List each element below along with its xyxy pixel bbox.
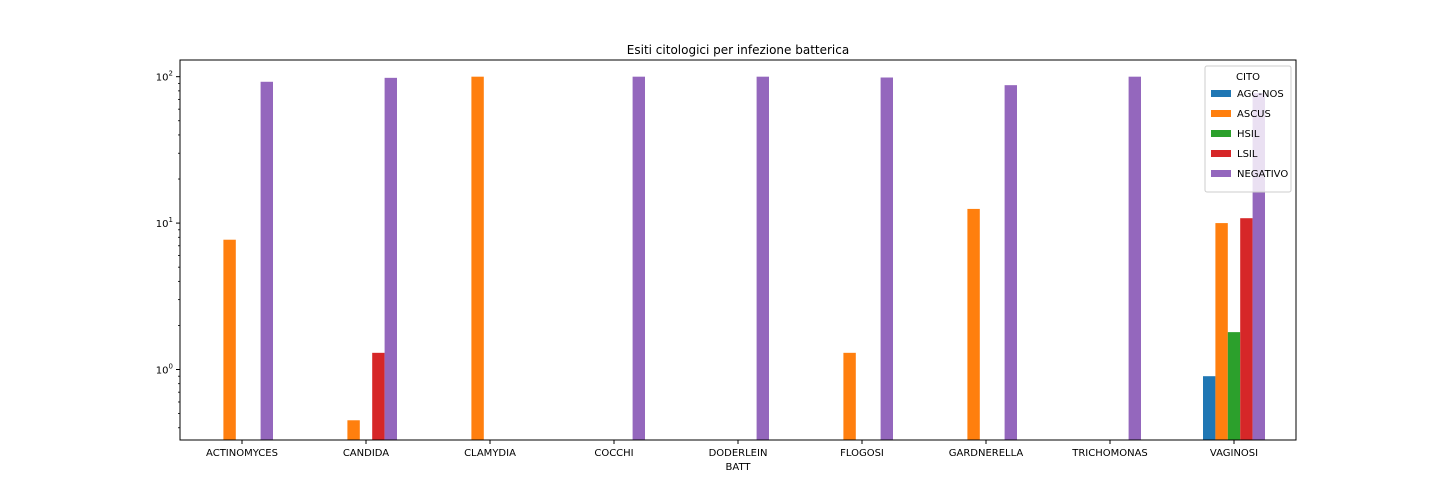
bar-ascus-clamydia [471, 76, 484, 441]
y-axis-ticks: 100 101 102 [156, 70, 180, 429]
bar-ascus-flogosi [843, 352, 856, 440]
legend-label: NEGATIVO [1237, 169, 1288, 180]
x-tick-label: DODERLEIN [709, 448, 768, 459]
x-tick-label: CANDIDA [343, 448, 389, 459]
x-tick-label: TRICHOMONAS [1071, 448, 1148, 459]
bars-group [223, 76, 1265, 441]
bar-lsil-candida [372, 352, 385, 440]
x-tick-label: VAGINOSI [1210, 448, 1258, 459]
x-tick-label: ACTINOMYCES [206, 448, 278, 459]
bar-ascus-actinomyces [223, 239, 236, 440]
bar-negativo-gardnerella [1004, 85, 1017, 441]
bar-ascus-gardnerella [967, 208, 980, 440]
bar-lsil-vaginosi [1240, 218, 1253, 440]
legend-label: HSIL [1237, 129, 1260, 140]
legend-title: CITO [1236, 72, 1260, 83]
legend-swatch [1211, 130, 1231, 137]
bar-negativo-flogosi [880, 77, 893, 440]
bar-negativo-actinomyces [260, 81, 273, 440]
legend-box [1204, 65, 1292, 193]
bar-agc-nos-vaginosi [1203, 376, 1216, 440]
x-axis-label: BATT [726, 462, 752, 473]
bar-negativo-doderlein [756, 76, 769, 441]
y-tick-label: 102 [156, 70, 173, 84]
x-tick-label: CLAMYDIA [464, 448, 516, 459]
legend-label: AGC-NOS [1237, 89, 1284, 100]
legend: CITO AGC-NOS ASCUS HSIL LSIL NEGATIVO [1204, 65, 1292, 193]
legend-swatch [1211, 90, 1231, 97]
x-tick-label: COCCHI [594, 448, 633, 459]
legend-label: LSIL [1237, 149, 1258, 160]
bar-hsil-vaginosi [1227, 332, 1241, 440]
bar-negativo-trichomonas [1128, 76, 1141, 441]
bar-ascus-vaginosi [1215, 223, 1228, 440]
bar-negativo-candida [384, 77, 397, 440]
x-tick-label: GARDNERELLA [949, 448, 1024, 459]
y-tick-label: 100 [156, 363, 173, 377]
chart-title: Esiti citologici per infezione batterica [627, 43, 849, 57]
x-tick-label: FLOGOSI [840, 448, 884, 459]
legend-label: ASCUS [1237, 109, 1271, 120]
bar-negativo-cocchi [632, 76, 645, 441]
bar-ascus-candida [347, 420, 360, 440]
legend-swatch [1211, 150, 1231, 157]
legend-swatch [1211, 170, 1231, 177]
x-axis-ticks: ACTINOMYCES CANDIDA CLAMYDIA COCCHI DODERLEI… [206, 440, 1258, 459]
legend-swatch [1211, 110, 1231, 117]
y-tick-label: 101 [156, 216, 173, 230]
